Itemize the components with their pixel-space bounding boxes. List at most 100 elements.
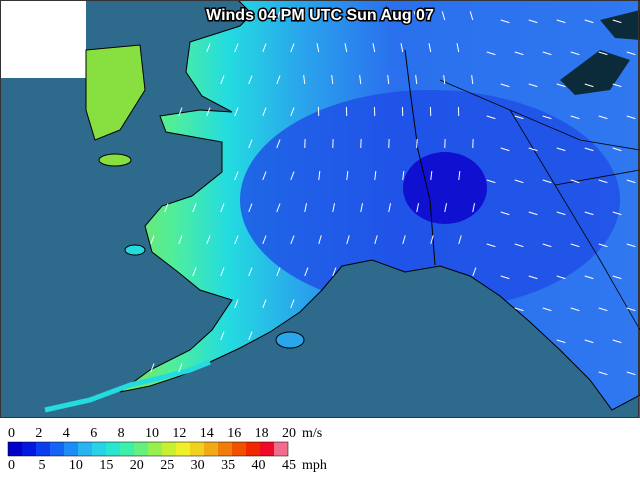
wind-arrow: [303, 75, 306, 85]
color-swatch: [64, 442, 78, 456]
wind-arrow: [357, 11, 362, 21]
wind-arrow: [346, 171, 349, 181]
wind-arrow: [584, 83, 594, 88]
wind-arrow: [458, 171, 461, 181]
wind-arrow: [528, 211, 538, 216]
legend-tick-label: 14: [200, 426, 214, 441]
wind-arrow: [262, 43, 267, 53]
wind-arrow: [556, 19, 566, 24]
legend-tick-label: 5: [38, 458, 45, 473]
wind-arrow: [556, 275, 566, 280]
wind-arrow: [248, 331, 253, 341]
legend: 0 2 4 6 8 10 12 14 16 18 20 m/s 0 5 10 15 20 25 30 35 40 45 mp…: [7, 426, 327, 473]
wind-arrow: [556, 211, 566, 216]
wind-arrow: [318, 235, 322, 245]
wind-arrow: [372, 43, 376, 53]
wind-arrow: [542, 243, 552, 248]
wind-arrow: [430, 171, 433, 181]
wind-arrow: [290, 107, 295, 117]
island: [275, 331, 305, 349]
legend-unit: m/s: [302, 426, 322, 441]
wind-arrow: [514, 115, 524, 120]
wind-arrow: [248, 11, 253, 21]
legend-tick-label: 20: [282, 426, 296, 441]
wind-arrow: [514, 243, 524, 248]
wind-arrow: [570, 51, 580, 56]
color-swatch: [274, 442, 288, 456]
wind-arrow: [413, 11, 418, 21]
wind-arrow: [542, 51, 552, 56]
color-swatch: [204, 442, 218, 456]
wind-arrow: [359, 75, 362, 85]
wind-arrow: [150, 235, 155, 245]
wind-arrow: [332, 267, 337, 277]
wind-arrow: [500, 275, 510, 280]
wind-arrow: [626, 115, 636, 120]
wind-arrow: [262, 171, 267, 181]
wind-arrow: [556, 83, 566, 88]
wind-arrow: [528, 147, 538, 152]
wind-arrow: [234, 299, 239, 309]
wind-arrow: [374, 171, 377, 181]
wind-arrow: [612, 339, 622, 344]
wind-arrow: [612, 19, 622, 24]
wind-arrow: [486, 51, 496, 56]
wind-arrow: [472, 203, 476, 213]
legend-tick-label: 6: [90, 426, 97, 441]
wind-arrow: [276, 11, 281, 21]
wind-arrow: [570, 307, 580, 312]
wind-arrow: [400, 43, 404, 53]
legend-tick-label: 45: [282, 458, 296, 473]
legend-tick-label: 35: [221, 458, 235, 473]
color-swatch: [176, 442, 190, 456]
wind-arrow: [444, 203, 448, 213]
color-swatch: [190, 442, 204, 456]
wind-arrow: [598, 115, 608, 120]
wind-arrow: [234, 107, 239, 117]
legend-tick-label: 30: [191, 458, 205, 473]
legend-tick-label: 10: [69, 458, 83, 473]
wind-arrow: [570, 243, 580, 248]
aleutians: [44, 359, 211, 413]
wind-arrow: [192, 203, 197, 213]
wind-arrow: [626, 51, 636, 56]
legend-tick-label: 16: [227, 426, 241, 441]
legend-tick-label: 15: [99, 458, 113, 473]
island: [98, 153, 132, 167]
wind-arrow: [556, 339, 566, 344]
wind-arrow: [472, 267, 477, 277]
wind-arrow: [316, 43, 320, 53]
wind-arrow: [206, 235, 211, 245]
wind-arrow: [500, 83, 510, 88]
wind-arrow: [471, 75, 474, 85]
color-swatch: [162, 442, 176, 456]
wind-arrow: [150, 363, 155, 373]
wind-arrow: [584, 275, 594, 280]
wind-arrow: [206, 107, 211, 117]
color-swatch: [134, 442, 148, 456]
wind-arrow: [486, 115, 496, 120]
wind-arrow: [192, 267, 197, 277]
wind-arrow: [542, 307, 552, 312]
wind-arrow: [276, 203, 281, 213]
island: [124, 244, 146, 256]
wind-arrow: [220, 331, 225, 341]
wind-arrow: [556, 147, 566, 152]
wind-arrow: [584, 339, 594, 344]
wind-arrow: [290, 299, 295, 309]
legend-unit: mph: [302, 458, 327, 473]
wind-arrow: [301, 11, 306, 21]
wind-arrow: [248, 75, 253, 85]
wind-arrow: [598, 179, 608, 184]
wind-arrow: [441, 11, 446, 21]
wind-arrow: [290, 171, 295, 181]
no-data-area: [0, 0, 86, 78]
color-swatch: [78, 442, 92, 456]
wind-arrow: [220, 75, 225, 85]
wind-arrow: [542, 179, 552, 184]
wind-arrow: [486, 179, 496, 184]
legend-tick-label: 0: [8, 426, 15, 441]
wind-arrow: [612, 147, 622, 152]
wind-arrow: [206, 43, 211, 53]
wind-arrow: [262, 235, 267, 245]
